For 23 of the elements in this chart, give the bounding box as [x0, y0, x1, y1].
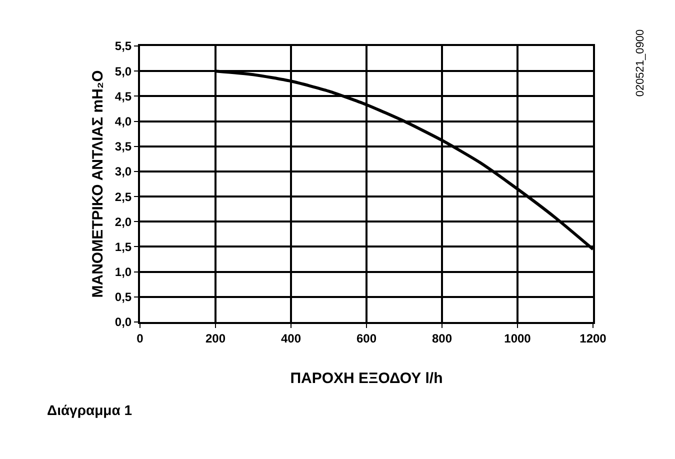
x-tick-label: 800: [432, 331, 452, 346]
text: Διάγραμμα 1: [47, 402, 132, 418]
y-tick-label: 0,0: [114, 315, 132, 330]
y-tick-label: 0,5: [114, 290, 132, 304]
y-tick-label: 3,0: [114, 164, 132, 179]
y-tick-label: 5,5: [114, 39, 132, 54]
y-tick-label: 1,0: [114, 265, 132, 280]
x-tick-label: 600: [356, 331, 377, 346]
text: 020521_0900: [634, 29, 647, 97]
x-tick-label: 1200: [580, 331, 607, 346]
y-axis-title: ΜΑΝΟΜΕΤΡΙΚΟ ΑΝΤΛΙΑΣ mH₂O: [90, 70, 107, 298]
x-axis-title: ΠΑΡΟΧΗ ΕΞΟΔΟΥ l/h: [290, 370, 443, 387]
x-tick-label: 0: [136, 331, 144, 346]
x-tick-label: 200: [205, 331, 226, 346]
y-tick-label: 5,0: [114, 64, 132, 78]
y-tick-label: 3,5: [114, 140, 132, 154]
y-tick-label: 2,0: [114, 214, 132, 229]
y-tick-label: 2,5: [114, 190, 132, 204]
y-tick-label: 4,0: [114, 114, 132, 128]
y-tick-label: 4,5: [114, 89, 132, 104]
x-tick-label: 1000: [504, 331, 532, 346]
y-tick-label: 1,5: [114, 240, 132, 254]
x-tick-label: 400: [280, 331, 302, 346]
